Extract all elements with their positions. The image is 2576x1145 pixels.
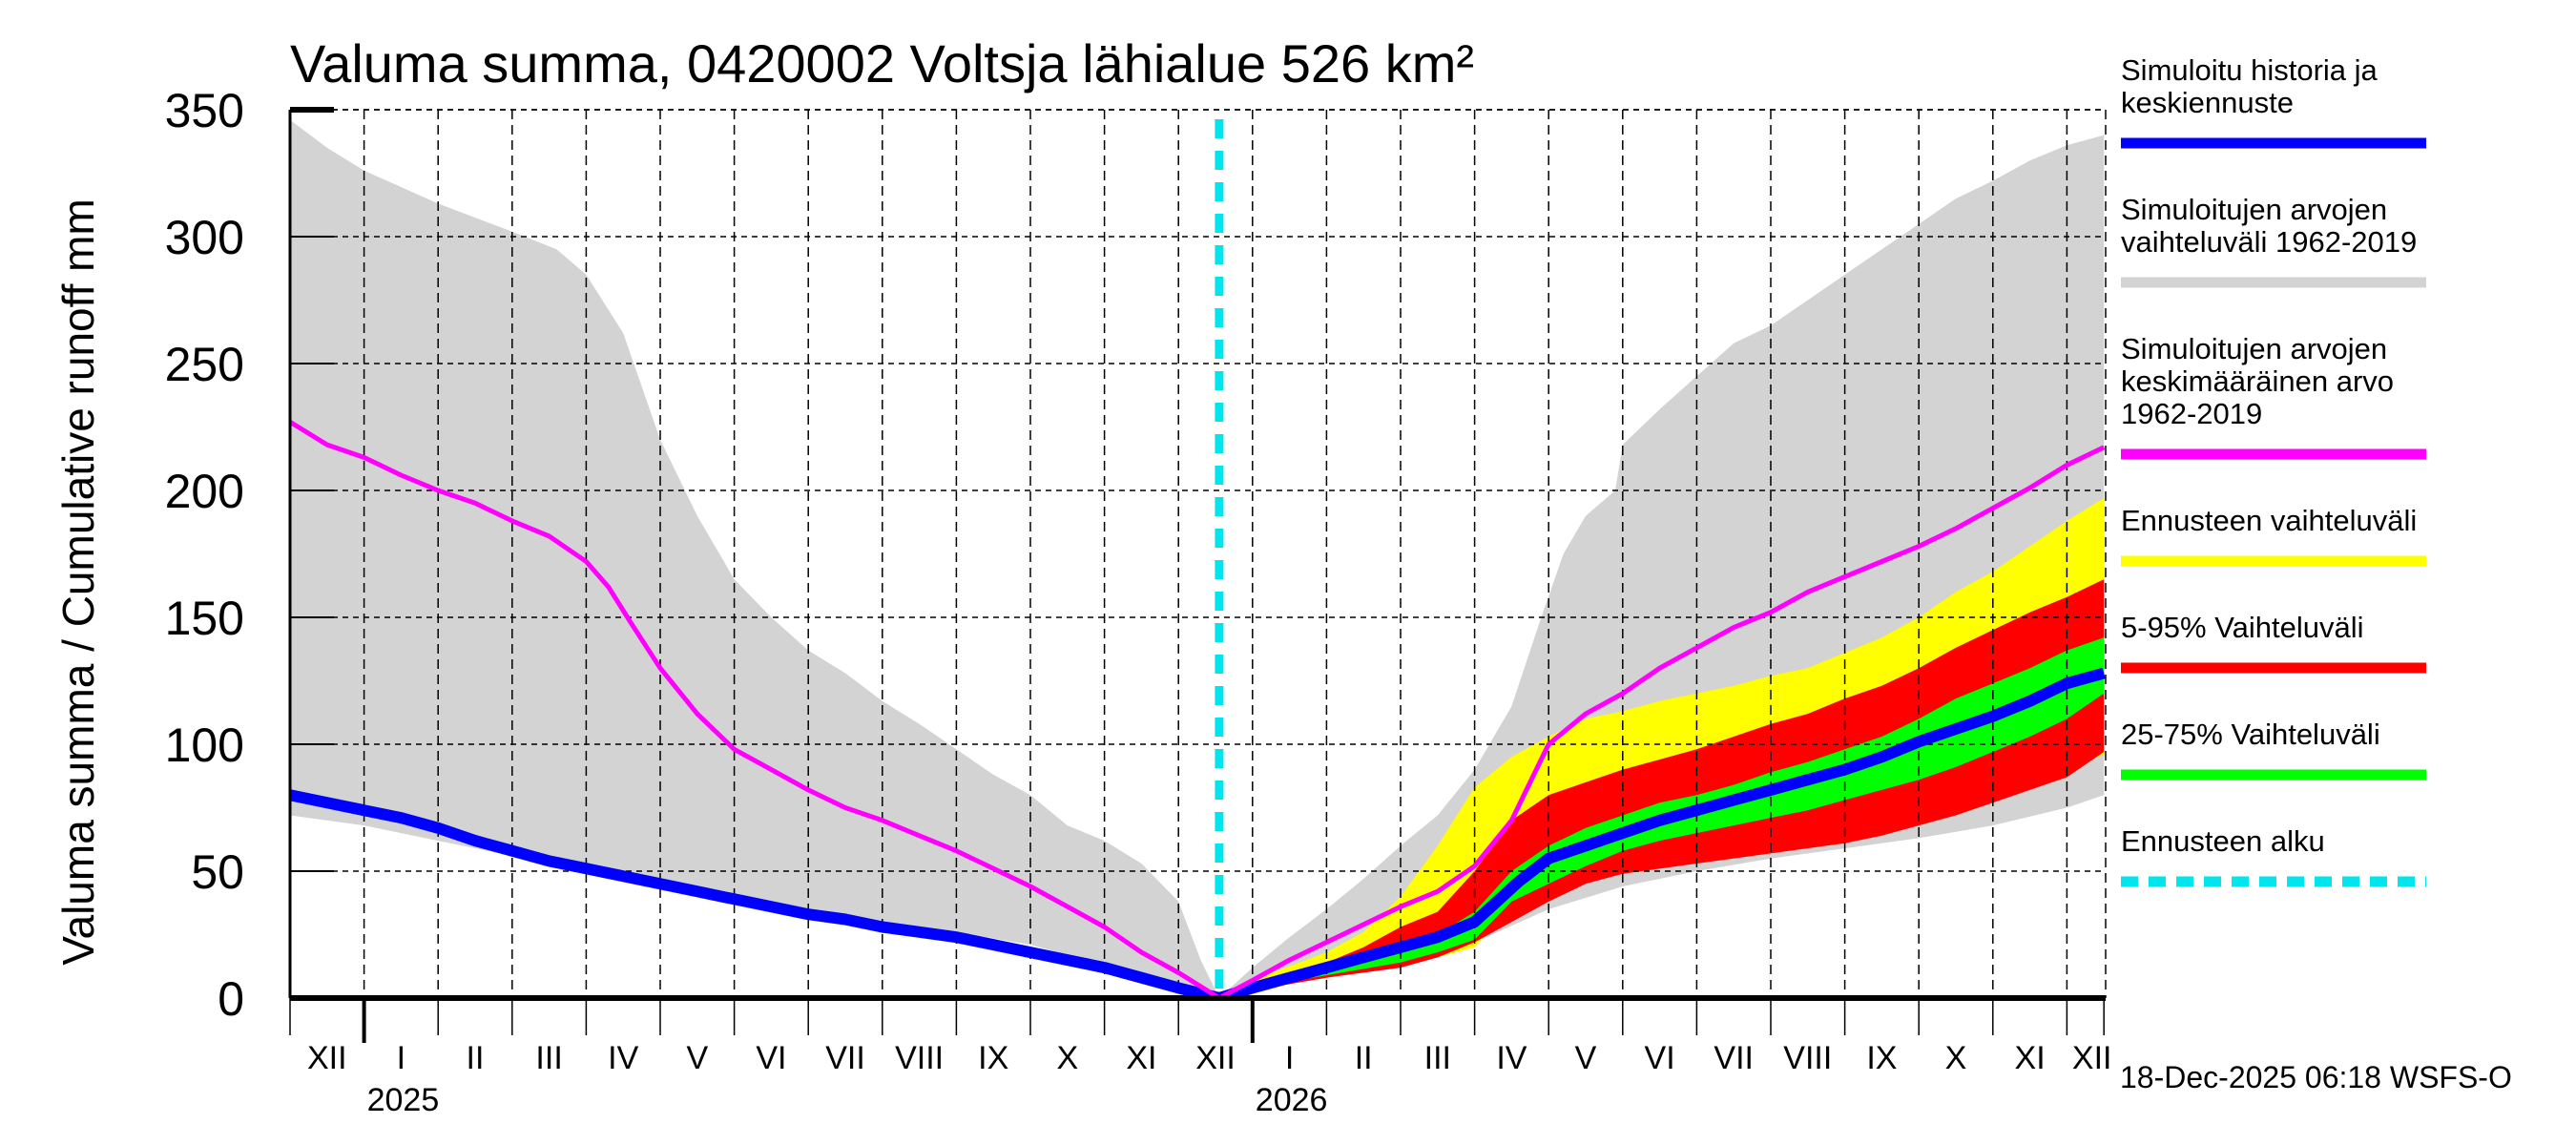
x-month-label: XII [1195,1040,1236,1076]
y-tick-label: 300 [165,211,244,264]
legend-item: 5-95% Vaihteluväli [2121,611,2426,674]
x-month-label: V [686,1040,708,1076]
x-month-label: III [535,1040,562,1076]
x-month-label: VI [1645,1040,1675,1076]
legend-label: Ennusteen vaihteluväli [2121,504,2417,537]
y-tick-label: 100 [165,718,244,772]
y-tick-label: 150 [165,592,244,645]
x-month-label: VI [756,1040,786,1076]
x-month-label: X [1056,1040,1078,1076]
line-simuloitu-historia-ja-keskiennuste [290,667,2106,998]
y-tick-label: 50 [191,845,244,899]
x-month-label: V [1575,1040,1597,1076]
x-month-label: VII [1714,1040,1754,1076]
legend-label: 25-75% Vaihteluväli [2121,718,2380,751]
legend-label: vaihteluväli 1962-2019 [2121,225,2417,259]
legend-item: 25-75% Vaihteluväli [2121,718,2426,781]
x-month-label: XII [2072,1040,2112,1076]
legend: Simuloitu historia jakeskiennusteSimuloi… [2121,53,2426,887]
lines-layer [290,119,2106,998]
legend-label: Ennusteen alku [2121,824,2325,858]
y-tick-label: 0 [218,972,244,1026]
x-month-label: VIII [895,1040,944,1076]
legend-label: Simuloitujen arvojen [2121,193,2387,226]
line-simuloitujen-arvojen-keskim-r-inen-arvo-1962-2019 [290,420,2106,998]
band-ennusteen-vaihteluv-li [1218,498,2105,998]
x-month-label: III [1424,1040,1451,1076]
y-tick-label: 350 [165,84,244,137]
x-month-label: IX [978,1040,1008,1076]
x-year-label: 2025 [367,1082,440,1118]
x-year-label: 2026 [1256,1082,1328,1118]
x-month-label: II [467,1040,485,1076]
x-month-label: IV [1496,1040,1527,1076]
y-tick-label: 200 [165,465,244,518]
legend-label: 5-95% Vaihteluväli [2121,611,2363,644]
footer-timestamp: 18-Dec-2025 06:18 WSFS-O [2120,1060,2512,1094]
y-axis-label: Valuma summa / Cumulative runoff mm [53,198,103,966]
x-month-label: XII [307,1040,347,1076]
legend-label: keskiennuste [2121,86,2294,119]
legend-label: 1962-2019 [2121,397,2262,430]
x-month-label: I [397,1040,405,1076]
legend-item: Ennusteen vaihteluväli [2121,504,2426,567]
legend-label: Simuloitujen arvojen [2121,332,2387,365]
legend-item: Ennusteen alku [2121,824,2426,887]
band-5-95-vaihteluv-li [1218,579,2105,998]
x-month-label: IV [608,1040,638,1076]
y-tick-label: 250 [165,338,244,391]
x-month-label: XI [2015,1040,2046,1076]
x-month-label: IX [1866,1040,1897,1076]
x-month-label: VII [825,1040,865,1076]
x-month-label: X [1945,1040,1967,1076]
chart-title: Valuma summa, 0420002 Voltsja lähialue 5… [290,33,1474,94]
x-month-label: II [1355,1040,1373,1076]
x-month-label: XI [1126,1040,1156,1076]
x-month-label: VIII [1783,1040,1832,1076]
x-month-label: I [1285,1040,1294,1076]
legend-label: keskimääräinen arvo [2121,364,2394,398]
legend-label: Simuloitu historia ja [2121,53,2379,87]
